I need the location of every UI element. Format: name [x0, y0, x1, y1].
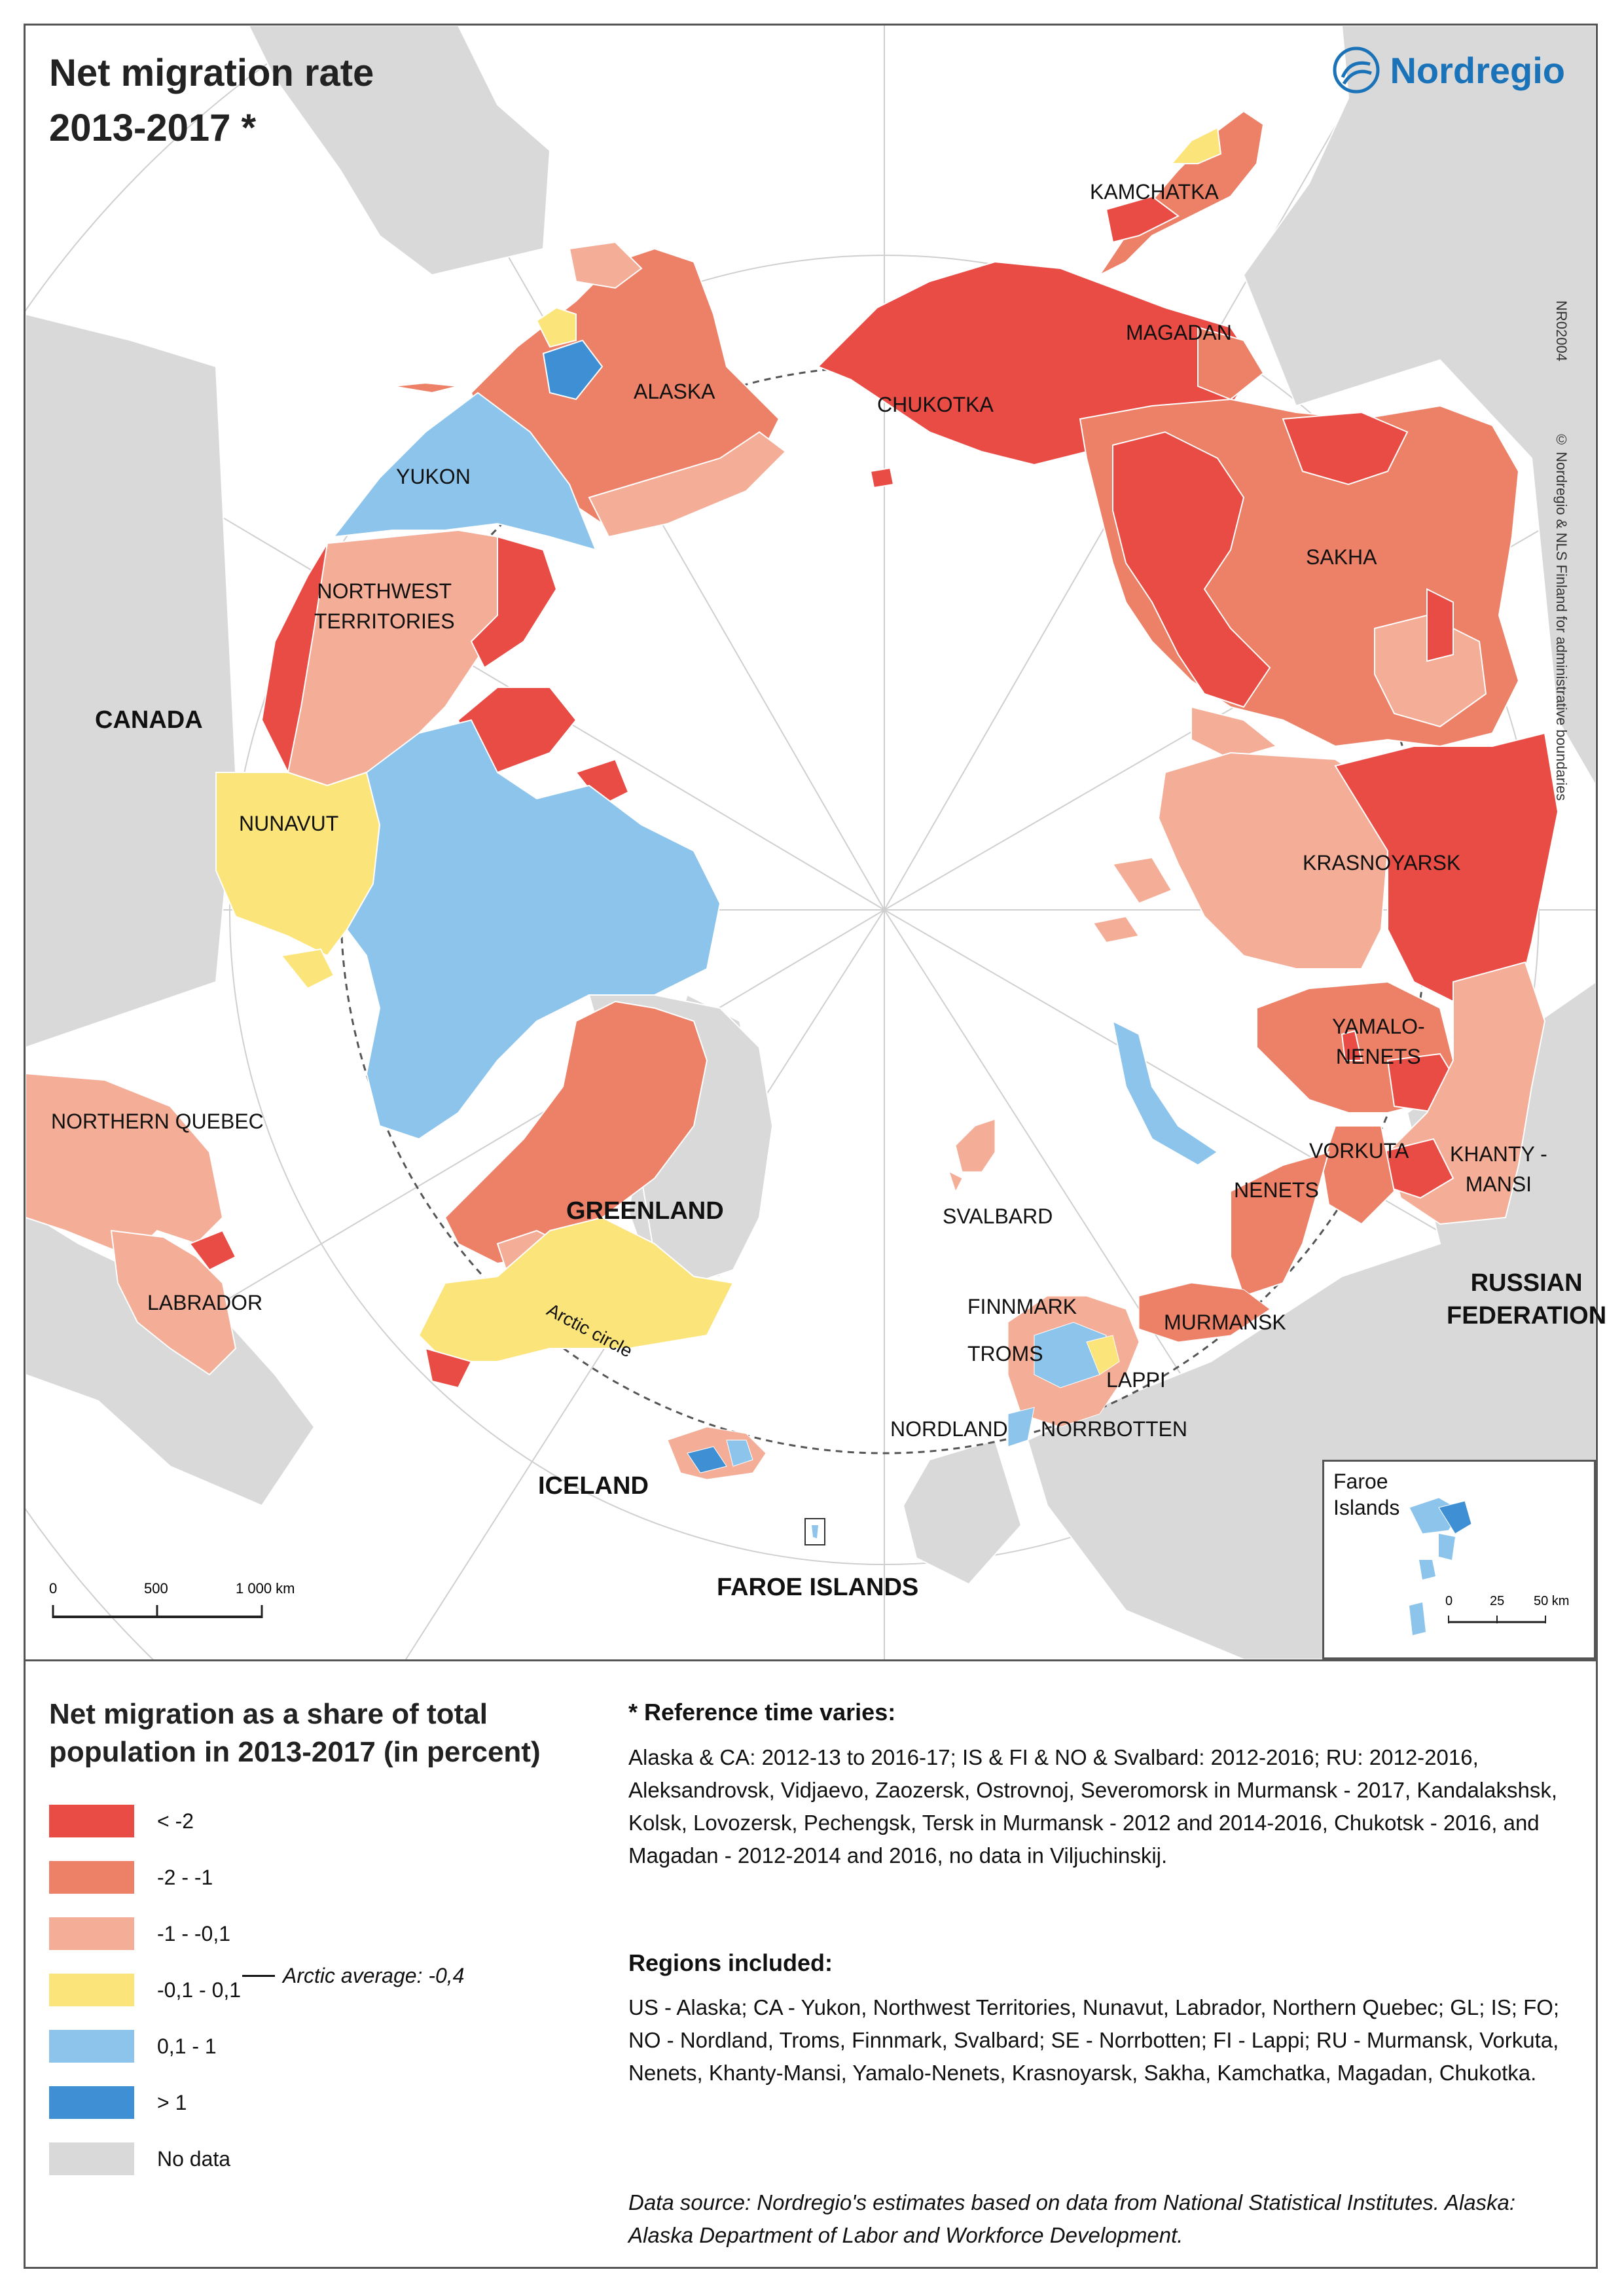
arctic-average-line: [242, 1975, 275, 1977]
legend-item-minus2-minus1: -2 - -1: [49, 1861, 213, 1894]
legend-swatch: [49, 2086, 134, 2119]
label-iceland: ICELAND: [538, 1472, 649, 1500]
region-west-siberia[interactable]: [1230, 961, 1546, 1297]
regions-heading: Regions included:: [628, 1949, 833, 1976]
legend-title: Net migration as a share of total popula…: [49, 1698, 541, 1768]
region-northwest-territories[interactable]: [261, 529, 630, 806]
data-source: Data source: Nordregio's estimates based…: [628, 2190, 1516, 2247]
scale-bar-graphic: [52, 1605, 263, 1618]
region-greenland[interactable]: [418, 994, 774, 1389]
legend-item-lt-minus2: < -2: [49, 1805, 194, 1837]
label-alaska: ALASKA: [634, 380, 715, 403]
label-norrbotten: NORRBOTTEN: [1041, 1417, 1187, 1441]
region-kamchatka[interactable]: [1098, 110, 1265, 277]
legend-label: No data: [157, 2146, 231, 2171]
label-labrador: LABRADOR: [147, 1291, 263, 1314]
label-nenets: NENETS: [1234, 1178, 1319, 1202]
region-nordic[interactable]: [1007, 1282, 1271, 1447]
label-lappi: LAPPI: [1106, 1368, 1166, 1392]
legend-item-minus1-minus01: -1 - -0,1: [49, 1917, 230, 1950]
map-code: NR02004: [1553, 300, 1570, 361]
legend-item-01-1: 0,1 - 1: [49, 2030, 217, 2063]
legend-label: -0,1 - 0,1: [157, 1978, 242, 2002]
reference-time-heading: * Reference time varies:: [628, 1699, 896, 1726]
label-kamchatka: KAMCHATKA: [1090, 180, 1219, 204]
legend-swatch: [49, 2030, 134, 2063]
label-russian-federation: RUSSIAN FEDERATION: [1447, 1269, 1607, 1329]
legend-item-no-data: No data: [49, 2142, 230, 2175]
regions-text: US - Alaska; CA - Yukon, Northwest Terri…: [628, 1995, 1560, 2085]
nordregio-logo-icon: [1333, 46, 1380, 94]
arctic-average: Arctic average: -0,4: [242, 1964, 464, 1988]
label-northern-quebec: NORTHERN QUEBEC: [51, 1110, 264, 1133]
label-canada: CANADA: [95, 706, 203, 734]
faroe-inset: Faroe Islands 0 25 50 km: [1322, 1460, 1596, 1659]
inset-title: Faroe Islands: [1333, 1470, 1400, 1519]
legend-swatch: [49, 2142, 134, 2175]
legend-label: > 1: [157, 2090, 187, 2114]
map-area: © Nordregio & NLS Finland for administra…: [26, 26, 1596, 1659]
arctic-average-label: Arctic average: -0,4: [283, 1964, 465, 1987]
label-khanty-mansi: KHANTY - MANSI: [1450, 1142, 1547, 1196]
label-yukon: YUKON: [396, 465, 471, 488]
logo-text: Nordregio: [1390, 49, 1565, 91]
label-faroe-islands: FAROE ISLANDS: [717, 1574, 919, 1601]
legend-separator: [26, 1659, 1596, 1661]
scale-tick-0: 0: [49, 1580, 58, 1597]
label-nunavut: NUNAVUT: [239, 812, 339, 835]
legend-label: -1 - -0,1: [157, 1921, 231, 1945]
label-yamalo-nenets: YAMALO- NENETS: [1332, 1015, 1425, 1068]
label-finnmark: FINNMARK: [967, 1295, 1077, 1318]
region-iceland[interactable]: [667, 1426, 767, 1480]
copyright-credit: © Nordregio & NLS Finland for administra…: [1553, 431, 1570, 801]
scale-tick-500: 500: [144, 1580, 168, 1597]
inset-scale-50: 50 km: [1534, 1594, 1570, 1608]
region-yukon[interactable]: [332, 391, 597, 551]
label-northwest-territories: NORTHWEST TERRITORIES: [314, 579, 455, 633]
reference-time-text: Alaska & CA: 2012-13 to 2016-17; IS & FI…: [628, 1745, 1557, 1868]
faroe-locator-box: [804, 1518, 825, 1545]
label-murmansk: MURMANSK: [1164, 1310, 1286, 1334]
label-krasnoyarsk: KRASNOYARSK: [1303, 851, 1461, 875]
label-greenland: GREENLAND: [566, 1197, 724, 1225]
legend-item-minus01-01: -0,1 - 0,1: [49, 1974, 241, 2006]
label-nordland: NORDLAND: [890, 1417, 1008, 1441]
nordregio-logo: Nordregio: [1332, 46, 1565, 94]
arctic-map: [26, 26, 1596, 1659]
label-svalbard: SVALBARD: [943, 1204, 1053, 1228]
region-quebec-labrador[interactable]: [26, 1072, 237, 1376]
map-title: Net migration rate 2013-2017 *: [49, 52, 374, 149]
region-svalbard[interactable]: [948, 1119, 996, 1193]
legend-item-gt1: > 1: [49, 2086, 187, 2119]
label-vorkuta: VORKUTA: [1309, 1139, 1409, 1163]
faroe-inset-map: [1409, 1497, 1546, 1635]
legend-swatch: [49, 1974, 134, 2006]
scale-tick-1000: 1 000 km: [236, 1580, 295, 1597]
inset-scale-25: 25: [1490, 1594, 1505, 1608]
legend-swatch: [49, 1917, 134, 1950]
label-sakha: SAKHA: [1306, 545, 1377, 569]
region-sakha[interactable]: [1079, 398, 1520, 761]
scale-bar: 0 500 1 000 km: [49, 1571, 324, 1633]
legend-label: < -2: [157, 1809, 194, 1833]
faroe-locator-shape: [812, 1525, 818, 1538]
legend-label: -2 - -1: [157, 1865, 213, 1889]
label-magadan: MAGADAN: [1126, 321, 1232, 344]
label-troms: TROMS: [967, 1342, 1043, 1365]
legend-swatch: [49, 1805, 134, 1837]
label-chukotka: CHUKOTKA: [877, 393, 994, 416]
region-krasnoyarsk[interactable]: [1092, 732, 1559, 1009]
legend-label: 0,1 - 1: [157, 2034, 217, 2058]
region-nunavut[interactable]: [215, 719, 1219, 1166]
inset-scale-0: 0: [1445, 1594, 1453, 1608]
legend-swatch: [49, 1861, 134, 1894]
